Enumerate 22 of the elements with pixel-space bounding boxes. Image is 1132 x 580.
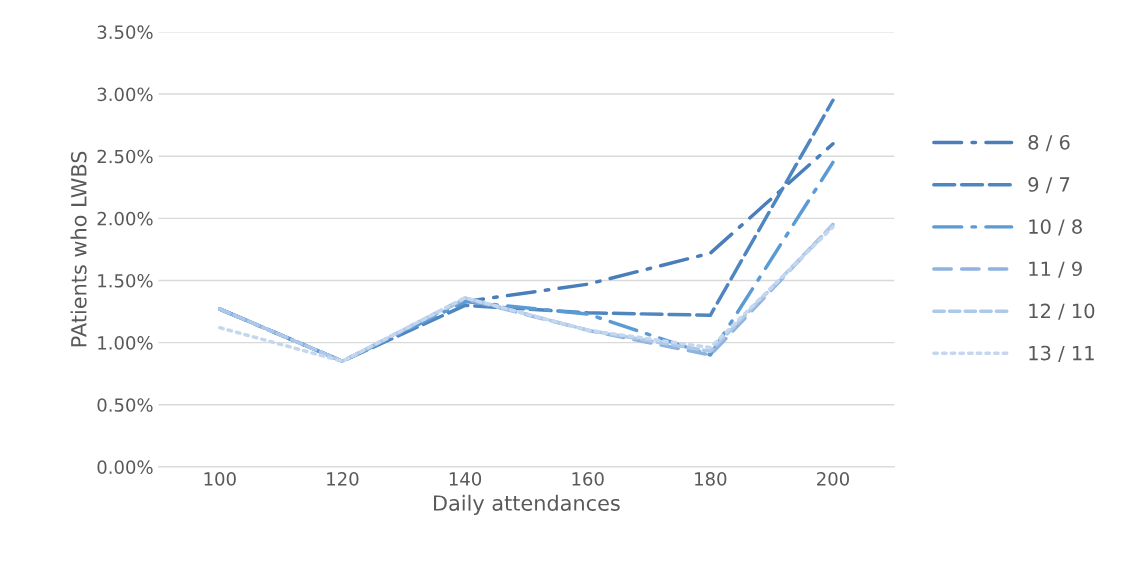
- legend-label: 13 / 11: [1029, 345, 1094, 362]
- y-tick-label: 1.50%: [98, 273, 153, 288]
- y-tick-label: 0.00%: [97, 460, 153, 475]
- x-tick-label: 180: [695, 472, 727, 486]
- y-axis-title: PAtients who LWBS: [70, 151, 87, 347]
- x-tick-label: 100: [204, 472, 236, 486]
- y-tick-label: 2.50%: [97, 149, 153, 164]
- y-tick-label: 3.50%: [97, 25, 153, 40]
- legend-label: 9 / 7: [1028, 177, 1070, 194]
- x-tick-label: 140: [449, 472, 482, 486]
- x-tick-label: 160: [572, 472, 604, 486]
- legend-label: 12 / 10: [1029, 303, 1095, 320]
- y-tick-label: 2.00%: [97, 211, 153, 226]
- x-axis-title: Daily attendances: [434, 494, 620, 515]
- legend-label: 8 / 6: [1028, 134, 1070, 152]
- y-tick-label: 1.00%: [98, 336, 153, 350]
- legend-label: 10 / 8: [1029, 219, 1082, 236]
- x-tick-label: 200: [817, 472, 849, 486]
- x-tick-label: 120: [327, 472, 359, 486]
- legend-label: 11 / 9: [1029, 261, 1082, 278]
- y-tick-label: 0.50%: [97, 398, 153, 412]
- y-tick-label: 3.00%: [97, 87, 153, 102]
